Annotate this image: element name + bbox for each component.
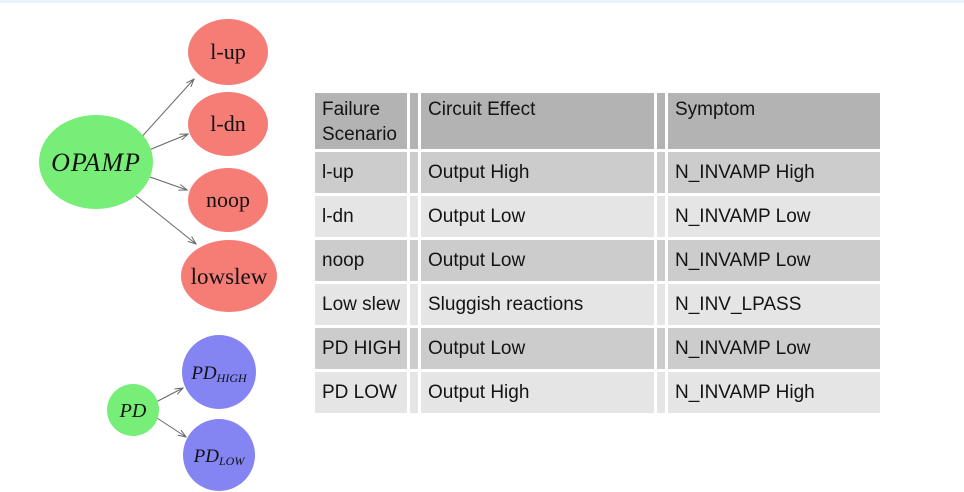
cell-symptom: N_INVAMP Low [668,240,880,281]
cell-symptom: N_INVAMP Low [668,328,880,369]
cell-spacer [410,240,418,281]
cell-spacer [657,284,665,325]
table-header-row: Failure Scenario Circuit Effect Symptom [315,93,880,149]
table-row-l-up: l-up Output High N_INVAMP High [315,152,880,193]
pd-low-node [183,419,255,491]
cell-scenario: Low slew [315,284,407,325]
cell-effect: Output Low [421,240,654,281]
header-spacer-2 [657,93,665,149]
cell-scenario: l-up [315,152,407,193]
top-edge-strip [0,0,964,3]
cell-spacer [410,284,418,325]
fault-tree-diagram: OPAMP l-up l-dn noop lowslew PD PDHIGH P… [39,19,277,491]
edge-pd-pdhigh [155,388,183,403]
cell-spacer [410,196,418,237]
cell-scenario: l-dn [315,196,407,237]
header-failure-scenario: Failure Scenario [315,93,407,149]
cell-spacer [410,372,418,413]
header-spacer-1 [410,93,418,149]
cell-effect: Output High [421,372,654,413]
failure-node-l-dn-label: l-dn [210,111,245,136]
cell-symptom: N_INV_LPASS [668,284,880,325]
failure-node-noop [188,168,268,232]
cell-symptom: N_INVAMP High [668,372,880,413]
cell-spacer [410,152,418,193]
pd-node [107,384,159,436]
cell-effect: Sluggish reactions [421,284,654,325]
table-row-noop: noop Output Low N_INVAMP Low [315,240,880,281]
cell-spacer [657,196,665,237]
cell-spacer [657,240,665,281]
edge-opamp-ldn [148,134,188,151]
pd-label: PD [119,400,147,422]
failure-table-container: Failure Scenario Circuit Effect Symptom … [312,90,883,416]
cell-spacer [657,152,665,193]
failure-node-l-dn [188,92,268,156]
table-row-low-slew: Low slew Sluggish reactions N_INV_LPASS [315,284,880,325]
cell-symptom: N_INVAMP High [668,152,880,193]
pd-high-label: PDHIGH [190,363,248,385]
opamp-label: OPAMP [51,148,141,177]
table-row-pd-low: PD LOW Output High N_INVAMP High [315,372,880,413]
cell-effect: Output Low [421,196,654,237]
cell-spacer [410,328,418,369]
header-symptom: Symptom [668,93,880,149]
failure-node-l-up [188,19,268,85]
cell-scenario: PD LOW [315,372,407,413]
pd-low-label: PDLOW [193,446,246,468]
cell-spacer [657,328,665,369]
opamp-node [39,115,153,209]
cell-scenario: noop [315,240,407,281]
table-row-pd-high: PD HIGH Output Low N_INVAMP Low [315,328,880,369]
cell-spacer [657,372,665,413]
cell-effect: Output Low [421,328,654,369]
edge-opamp-noop [149,176,187,190]
failure-table: Failure Scenario Circuit Effect Symptom … [312,90,883,416]
failure-node-l-up-label: l-up [210,39,245,64]
edge-opamp-lowslew [135,195,196,244]
cell-scenario: PD HIGH [315,328,407,369]
cell-symptom: N_INVAMP Low [668,196,880,237]
table-row-l-dn: l-dn Output Low N_INVAMP Low [315,196,880,237]
pd-high-node [182,335,256,409]
failure-node-lowslew-label: lowslew [191,264,268,289]
header-circuit-effect: Circuit Effect [421,93,654,149]
failure-node-lowslew [181,240,277,312]
cell-effect: Output High [421,152,654,193]
edge-pd-pdlow [156,417,186,437]
failure-node-noop-label: noop [206,187,250,212]
edge-opamp-lup [137,79,194,142]
